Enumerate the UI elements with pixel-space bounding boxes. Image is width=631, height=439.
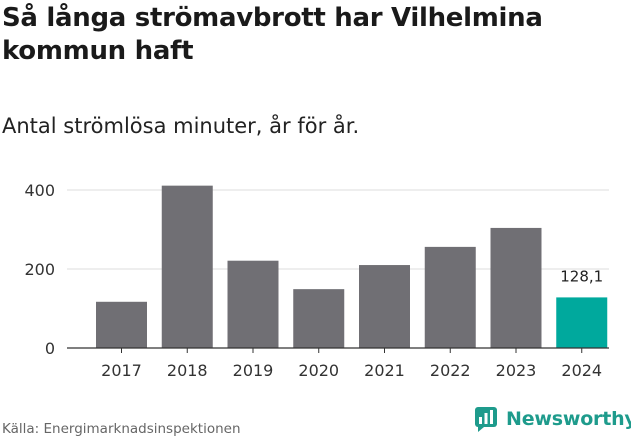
brand-name: Newsworthy [506,408,631,430]
chart-title: Så långa strömavbrott har Vilhelmina kom… [2,3,543,66]
bar [556,297,608,348]
x-tick-label: 2019 [233,361,274,380]
x-tick-label: 2022 [430,361,471,380]
brand-logo: Newsworthy [474,406,631,432]
bar [96,301,147,348]
x-tick-label: 2018 [167,361,208,380]
bar [161,185,213,348]
chart-subtitle: Antal strömlösa minuter, år för år. [2,114,360,138]
x-tick-label: 2024 [561,361,602,380]
x-tick-label: 2017 [101,361,142,380]
y-tick-label: 200 [24,260,55,279]
data-label: 128,1 [560,267,603,285]
newsworthy-logo-icon [475,407,497,432]
y-tick-label: 400 [24,181,55,200]
bar [227,260,279,348]
x-tick-label: 2023 [496,361,537,380]
x-tick-label: 2020 [298,361,339,380]
bar [359,265,410,348]
source-note: Källa: Energimarknadsinspektionen [2,421,241,437]
x-tick-label: 2021 [364,361,405,380]
bar [293,289,345,348]
y-tick-label: 0 [45,339,55,358]
bar [424,246,476,348]
bar-chart: 0 200 400 2017 2018 2019 2020 2021 2022 2023 2024 1… [24,181,609,380]
bar [490,227,542,348]
